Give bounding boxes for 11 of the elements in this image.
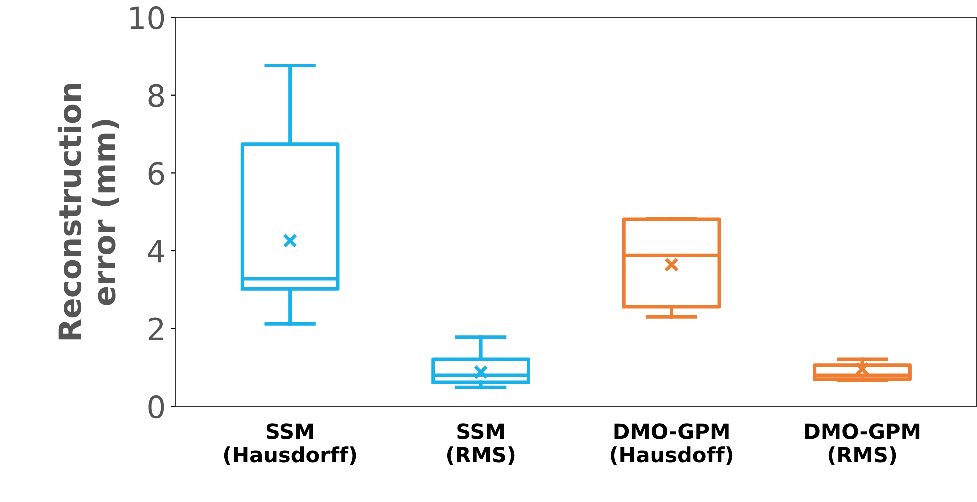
- y-axis-title: Reconstruction error (mm): [58, 84, 120, 340]
- y-tick-label: 4: [148, 240, 164, 263]
- y-tick-label: 2: [148, 318, 164, 340]
- x-tick-label: SSM (Hausdorff): [224, 424, 356, 466]
- x-tick-label: SSM (RMS): [447, 424, 515, 466]
- x-tick-label: DMO-GPM (Hausdoff): [611, 424, 733, 466]
- x-tick-label: DMO-GPM (RMS): [806, 424, 920, 466]
- y-tick-label: 0: [148, 396, 164, 419]
- y-tick-label: 8: [148, 84, 164, 108]
- y-tick-label: 6: [148, 162, 164, 186]
- y-tick-label: 10: [130, 6, 164, 30]
